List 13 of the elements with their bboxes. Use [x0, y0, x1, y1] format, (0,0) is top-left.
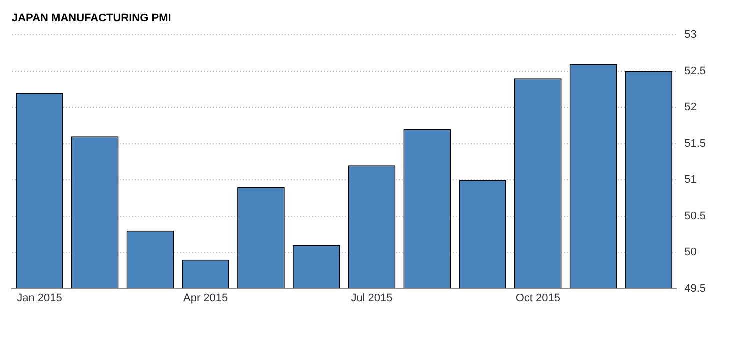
y-tick-label: 51 — [684, 174, 697, 186]
y-tick-label: 50 — [684, 246, 697, 259]
y-tick-label: 52.5 — [684, 65, 706, 78]
y-tick-label: 52 — [684, 102, 697, 114]
x-tick-label: Jul 2015 — [351, 292, 393, 304]
y-tick-label: 50.5 — [684, 210, 706, 222]
x-tick-label: Oct 2015 — [516, 292, 560, 304]
y-tick-label: 51.5 — [684, 138, 706, 150]
y-tick-label: 49.5 — [684, 282, 706, 295]
chart-title: JAPAN MANUFACTURING PMI — [12, 12, 172, 25]
x-tick-label: Apr 2015 — [184, 292, 228, 304]
y-tick-label: 53 — [684, 29, 697, 42]
x-tick-label: Jan 2015 — [17, 292, 62, 304]
